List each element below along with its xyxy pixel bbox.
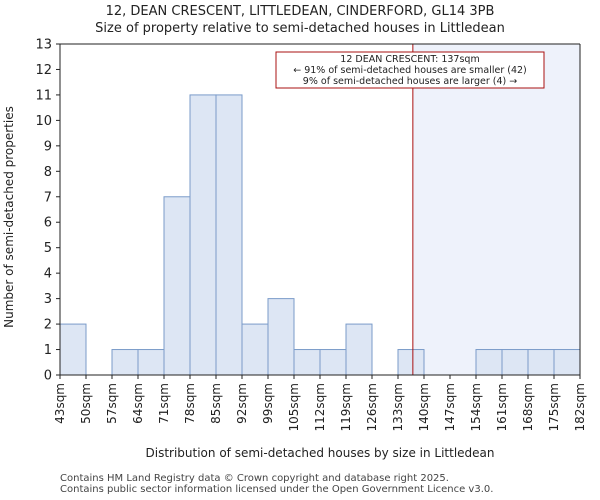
annotation-line-1: 12 DEAN CRESCENT: 137sqm <box>340 54 479 65</box>
bar <box>215 94 243 376</box>
y-tick-label: 6 <box>44 216 52 231</box>
x-tick-label: 64sqm <box>131 383 145 424</box>
bar <box>527 349 555 376</box>
bars-group <box>59 94 581 376</box>
bar <box>501 349 529 376</box>
x-tick-label: 161sqm <box>495 383 509 431</box>
x-axis-label: Distribution of semi-detached houses by … <box>146 446 495 460</box>
attribution-line-2: Contains public sector information licen… <box>60 484 494 495</box>
x-tick-label: 50sqm <box>79 383 93 424</box>
bar <box>267 298 295 376</box>
marker-annotation: 12 DEAN CRESCENT: 137sqm ← 91% of semi-d… <box>275 51 545 89</box>
x-tick-label: 168sqm <box>521 383 535 431</box>
y-tick-label: 2 <box>44 318 52 333</box>
x-tick-label: 99sqm <box>261 383 275 424</box>
larger-region-shade <box>412 44 580 375</box>
y-tick-label: 13 <box>35 38 52 53</box>
x-tick-label: 71sqm <box>157 383 171 424</box>
y-tick-label: 1 <box>44 343 52 358</box>
y-tick-label: 7 <box>44 190 52 205</box>
attribution-footer: Contains HM Land Registry data © Crown c… <box>60 473 493 495</box>
bar <box>163 196 191 376</box>
y-tick-label: 10 <box>35 114 52 129</box>
x-tick-label: 182sqm <box>573 383 587 431</box>
y-tick-label: 4 <box>44 267 52 282</box>
bar <box>111 349 139 376</box>
chart-subtitle: Size of property relative to semi-detach… <box>95 21 505 36</box>
y-tick-label: 9 <box>44 139 52 154</box>
annotation-box <box>275 51 545 89</box>
x-tick-label: 112sqm <box>313 383 327 431</box>
bar <box>241 323 269 376</box>
x-tick-label: 105sqm <box>287 383 301 431</box>
x-tick-label: 126sqm <box>365 383 379 431</box>
bar <box>475 349 503 376</box>
bar <box>189 94 217 376</box>
bar <box>319 349 347 376</box>
x-tick-label: 154sqm <box>469 383 483 431</box>
y-tick-label: 12 <box>35 63 52 78</box>
y-tick-label: 0 <box>44 369 52 384</box>
bar <box>397 349 425 376</box>
x-tick-label: 43sqm <box>53 383 67 424</box>
y-tick-label: 3 <box>44 292 52 307</box>
y-axis-label: Number of semi-detached properties <box>2 106 16 328</box>
bar <box>137 349 165 376</box>
x-tick-label: 78sqm <box>183 383 197 424</box>
x-axis-ticks: 43sqm 50sqm 57sqm 64sqm 71sqm 78sqm 85sqm 92sqm… <box>53 375 587 431</box>
chart-title-block: 12, DEAN CRESCENT, LITTLEDEAN, CINDERFOR… <box>0 3 600 37</box>
chart-title: 12, DEAN CRESCENT, LITTLEDEAN, CINDERFOR… <box>105 4 495 19</box>
bar <box>345 323 373 376</box>
x-tick-label: 175sqm <box>547 383 561 431</box>
bar <box>293 349 321 376</box>
annotation-line-2: ← 91% of semi-detached houses are smalle… <box>293 65 527 76</box>
annotation-line-3: 9% of semi-detached houses are larger (4… <box>303 76 517 87</box>
x-tick-label: 140sqm <box>417 383 431 431</box>
x-tick-label: 57sqm <box>105 383 119 424</box>
x-tick-label: 119sqm <box>339 383 353 431</box>
x-tick-label: 147sqm <box>443 383 457 431</box>
bar <box>59 323 87 376</box>
x-tick-label: 133sqm <box>391 383 405 431</box>
y-tick-label: 8 <box>44 165 52 180</box>
x-tick-label: 92sqm <box>235 383 249 424</box>
bar <box>553 349 581 376</box>
y-tick-label: 5 <box>44 241 52 256</box>
attribution-line-1: Contains HM Land Registry data © Crown c… <box>60 473 449 484</box>
x-tick-label: 85sqm <box>209 383 223 424</box>
y-tick-label: 11 <box>35 88 52 103</box>
